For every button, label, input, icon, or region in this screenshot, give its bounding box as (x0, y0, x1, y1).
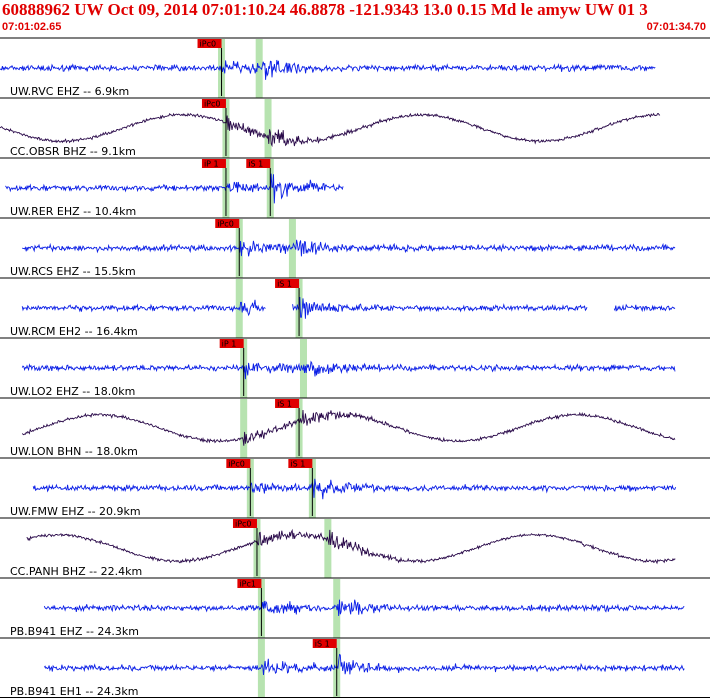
s-phase-band (288, 219, 296, 278)
station-panel: iS 1 UW.LON BHN -- 18.0km (0, 397, 710, 458)
station-panel: iPc1 PB.B941 EHZ -- 24.3km (0, 577, 710, 638)
waveform-trace (0, 112, 661, 148)
p-pick-label: iPc0 (200, 40, 217, 49)
waveform-trace (21, 409, 676, 446)
station-label: UW.RVC EHZ -- 6.9km (10, 85, 129, 98)
p-pick-box[interactable] (197, 39, 222, 48)
station-label: CC.OBSR BHZ -- 9.1km (10, 145, 136, 158)
station-label: CC.PANH BHZ -- 22.4km (10, 565, 142, 578)
station-panel: iPc0 CC.PANH BHZ -- 22.4km (0, 517, 710, 578)
station-panel: iPc0 UW.RCS EHZ -- 15.5km (0, 217, 710, 278)
station-panel: iPc0 CC.OBSR BHZ -- 9.1km (0, 97, 710, 158)
p-pick-label: iP 1 (204, 160, 219, 169)
time-start-label: 07:01:02.65 (2, 21, 62, 33)
station-panel: iPc0 iS 1 UW.FMW EHZ -- 20.9km (0, 457, 710, 518)
waveform-trace (21, 360, 676, 380)
s-phase-band (255, 39, 263, 98)
time-end-label: 07:01:34.70 (646, 21, 706, 33)
s-phase-band (324, 519, 332, 578)
p-pick-label: iPc0 (228, 460, 245, 469)
waveform-trace (0, 59, 656, 80)
event-title: 60888962 UW Oct 09, 2014 07:01:10.24 46.… (2, 0, 648, 19)
p-pick-label: iPc0 (217, 220, 234, 229)
s-pick-box[interactable] (312, 639, 337, 648)
station-label: UW.RCS EHZ -- 15.5km (10, 265, 136, 278)
station-label: UW.LO2 EHZ -- 18.0km (10, 385, 135, 398)
s-phase-band (264, 99, 272, 158)
p-pick-box[interactable] (219, 339, 244, 348)
p-pick-box[interactable] (215, 219, 240, 228)
station-panel: iP 1 iS 1 UW.RER EHZ -- 10.4km (0, 157, 710, 218)
station-label: UW.RER EHZ -- 10.4km (10, 205, 136, 218)
s-pick-box[interactable] (246, 159, 271, 168)
station-label: PB.B941 EHZ -- 24.3km (10, 625, 139, 638)
p-pick-label: iPc0 (235, 520, 252, 529)
p-pick-box[interactable] (237, 579, 262, 588)
station-panel: iP 1 UW.LO2 EHZ -- 18.0km (0, 337, 710, 398)
header-bar: 60888962 UW Oct 09, 2014 07:01:10.24 46.… (0, 0, 710, 38)
station-label: UW.FMW EHZ -- 20.9km (10, 505, 141, 518)
s-pick-label: iS 1 (248, 160, 263, 169)
p-phase-band (257, 639, 265, 698)
station-label: PB.B941 EH1 -- 24.3km (10, 685, 138, 698)
station-panel: iS 1 UW.RCM EH2 -- 16.4km (0, 277, 710, 338)
s-pick-box[interactable] (275, 279, 300, 288)
waveform-trace (21, 239, 676, 257)
p-pick-box[interactable] (201, 99, 226, 108)
waveform-trace (26, 528, 676, 565)
waveform-trace (43, 653, 685, 676)
s-pick-label: iS 1 (277, 400, 292, 409)
station-label: UW.LON BHN -- 18.0km (10, 445, 138, 458)
waveform-trace (21, 296, 676, 319)
s-pick-label: iS 1 (315, 640, 330, 649)
s-pick-label: iS 1 (290, 460, 305, 469)
waveform-trace (5, 173, 344, 204)
waveform-trace (32, 478, 677, 500)
p-pick-label: iPc1 (239, 580, 256, 589)
p-pick-label: iP 1 (222, 340, 237, 349)
p-phase-band (240, 399, 248, 458)
s-pick-label: iS 1 (277, 280, 292, 289)
station-panel: iS 1 PB.B941 EH1 -- 24.3km (0, 637, 710, 698)
p-pick-box[interactable] (226, 459, 251, 468)
p-pick-box[interactable] (232, 519, 257, 528)
p-pick-label: iPc0 (204, 100, 221, 109)
station-panel: iPc0 UW.RVC EHZ -- 6.9km (0, 37, 710, 98)
p-pick-box[interactable] (201, 159, 226, 168)
station-label: UW.RCM EH2 -- 16.4km (10, 325, 138, 338)
waveform-trace (43, 599, 685, 617)
s-pick-box[interactable] (288, 459, 313, 468)
s-pick-box[interactable] (275, 399, 300, 408)
